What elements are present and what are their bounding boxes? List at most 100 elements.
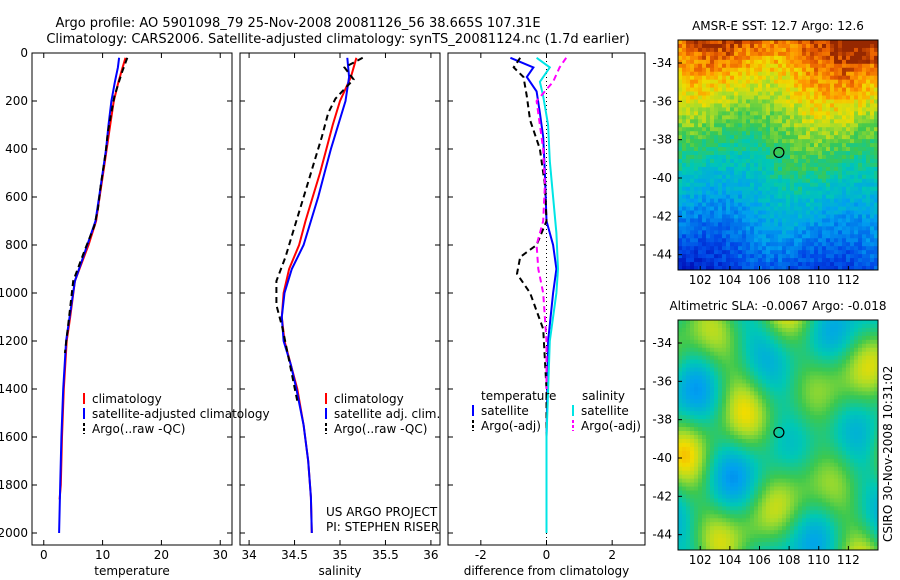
map-cell [778, 379, 783, 384]
map-cell [730, 190, 735, 196]
map-cell [702, 119, 707, 124]
map-cell [822, 63, 827, 69]
map-cell [750, 351, 755, 357]
map-cell [794, 375, 799, 380]
map-cell [830, 75, 835, 81]
map-cell [746, 79, 751, 85]
map-cell [746, 435, 751, 440]
map-cell [782, 79, 787, 85]
map-cell [794, 355, 799, 361]
map-cell [746, 83, 751, 88]
map-cell [738, 40, 743, 45]
map-cell [762, 387, 767, 392]
map-cell [746, 419, 751, 424]
map-cell [826, 339, 831, 345]
credit-line: PI: STEPHEN RISER [326, 520, 439, 534]
map-cell [850, 435, 855, 440]
map-cell [682, 40, 687, 45]
map-cell [734, 450, 739, 456]
map-cell [706, 155, 711, 160]
map-cell [866, 427, 871, 432]
map-cell [686, 339, 691, 345]
map-cell [818, 266, 823, 271]
map-cell [862, 214, 867, 219]
map-cell [866, 423, 871, 428]
map-cell [742, 155, 747, 160]
map-cell [814, 458, 819, 464]
map-cell [694, 43, 699, 49]
map-cell [866, 190, 871, 196]
map-cell [706, 462, 711, 468]
map-cell [754, 327, 759, 333]
map-cell [742, 435, 747, 440]
map-cell [826, 135, 831, 140]
map-cell [682, 250, 687, 255]
map-cell [782, 347, 787, 353]
map-cell [818, 40, 823, 45]
map-cell [834, 250, 839, 255]
map-cell [858, 391, 863, 396]
map-cell [722, 123, 727, 128]
map-cell [730, 359, 735, 365]
map-cell [778, 87, 783, 92]
map-cell [682, 327, 687, 333]
map-cell [770, 51, 775, 57]
map-cell [682, 174, 687, 180]
map-cell [786, 155, 791, 160]
map-cell [862, 95, 867, 100]
map-cell [826, 242, 831, 247]
map-cell [866, 250, 871, 255]
map-cell [858, 107, 863, 112]
map-cell [782, 415, 787, 420]
map-cell [694, 442, 699, 448]
map-cell [678, 411, 683, 416]
map-cell [770, 202, 775, 207]
map-cell [826, 103, 831, 108]
map-cell [786, 442, 791, 448]
map-cell [806, 151, 811, 156]
map-cell [786, 75, 791, 81]
map-cell [798, 51, 803, 57]
map-cell [770, 242, 775, 247]
map-cell [682, 218, 687, 223]
map-cell [682, 123, 687, 128]
map-cell [806, 63, 811, 69]
map-cell [710, 359, 715, 365]
map-cell [818, 135, 823, 140]
map-cell [730, 198, 735, 203]
map-cell [754, 226, 759, 231]
map-cell [714, 242, 719, 247]
map-cell [810, 111, 815, 116]
map-cell [746, 395, 751, 400]
map-cell [798, 115, 803, 120]
map-cell [862, 458, 867, 464]
map-cell [794, 403, 799, 408]
map-cell [814, 222, 819, 227]
map-cell [686, 194, 691, 200]
map-cell [730, 371, 735, 376]
map-cell [870, 63, 875, 69]
map-cell [682, 407, 687, 412]
map-cell [778, 115, 783, 120]
map-cell [694, 359, 699, 365]
map-cell [798, 87, 803, 92]
map-cell [794, 198, 799, 203]
map-cell [686, 103, 691, 108]
map-cell [722, 250, 727, 255]
map-cell [682, 423, 687, 428]
map-cell [734, 139, 739, 144]
map-cell [706, 206, 711, 211]
map-cell [806, 182, 811, 188]
map-cell [798, 147, 803, 152]
map-cell [782, 55, 787, 61]
map-cell [810, 59, 815, 65]
map-cell [810, 454, 815, 460]
map-cell [758, 190, 763, 196]
map-cell [782, 250, 787, 255]
map-cell [866, 103, 871, 108]
map-cell [838, 339, 843, 345]
map-cell [830, 266, 835, 271]
map-cell [802, 95, 807, 100]
map-cell [842, 127, 847, 132]
map-cell [726, 174, 731, 180]
